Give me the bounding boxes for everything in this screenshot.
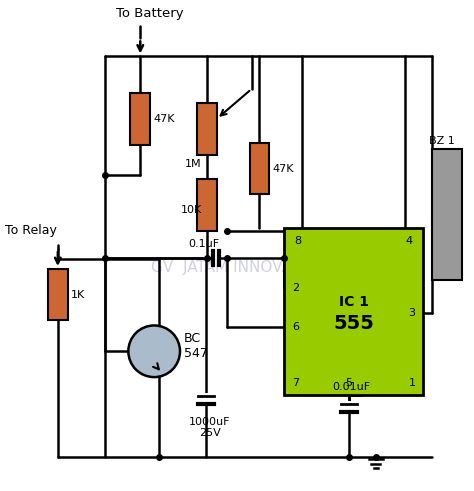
Text: 8: 8	[295, 236, 302, 246]
Text: 1000uF
25V: 1000uF 25V	[189, 417, 230, 438]
Text: 1: 1	[409, 378, 415, 388]
Text: 47K: 47K	[273, 164, 294, 173]
Text: 0.1uF: 0.1uF	[188, 239, 219, 249]
Text: BC
547: BC 547	[184, 332, 208, 360]
Bar	[432, 149, 462, 280]
Bar	[284, 228, 423, 395]
Text: To Relay: To Relay	[5, 223, 57, 237]
Text: 1K: 1K	[71, 290, 85, 300]
Text: 7: 7	[292, 378, 300, 388]
Text: 47K: 47K	[153, 114, 175, 124]
Text: IC 1: IC 1	[339, 295, 369, 309]
Text: 2: 2	[292, 283, 300, 293]
Text: 4: 4	[406, 236, 413, 246]
Bar	[130, 93, 150, 145]
Bar	[48, 269, 68, 321]
Text: To Battery: To Battery	[117, 7, 184, 20]
Text: GV  JATAM INNOVATION: GV JATAM INNOVATION	[151, 260, 328, 275]
Text: 1M: 1M	[185, 159, 202, 168]
Text: 3: 3	[409, 307, 415, 318]
Text: 5: 5	[346, 378, 352, 388]
Text: BZ 1: BZ 1	[429, 136, 455, 146]
Bar	[197, 179, 217, 231]
Bar	[249, 143, 269, 194]
Text: 10K: 10K	[181, 205, 202, 215]
Text: 6: 6	[292, 323, 299, 332]
Bar	[197, 103, 217, 155]
Text: 0.01uF: 0.01uF	[332, 382, 370, 392]
Text: 555: 555	[333, 314, 374, 333]
Circle shape	[128, 326, 180, 377]
